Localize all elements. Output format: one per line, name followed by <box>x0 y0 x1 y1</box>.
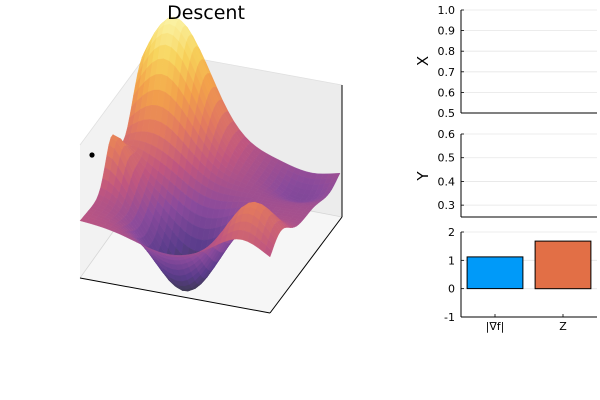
y-tick-label: 0.5 <box>438 107 456 120</box>
surface-patch <box>264 245 273 258</box>
y-plot-grid <box>461 133 597 206</box>
y-tick-label: 1.0 <box>438 4 456 17</box>
y-tick-label: 0.4 <box>438 175 456 188</box>
bar <box>534 240 592 290</box>
x-plot-ticks: 0.5 0.6 0.7 0.8 0.9 1.0 <box>438 4 464 120</box>
y-tick-label: 0.5 <box>438 152 456 165</box>
bar-plot-ticks: -1 0 1 2 <box>444 226 464 324</box>
y-plot-ticks: 0.3 0.4 0.5 0.6 <box>438 128 464 212</box>
y-tick-label: 0 <box>448 283 455 296</box>
y-tick-label: 0.7 <box>438 66 456 79</box>
x-plot-ylabel: X <box>414 56 432 66</box>
surface-plot: Descent <box>79 2 343 314</box>
y-tick-label: 0.6 <box>438 128 456 141</box>
y-plot-ylabel: Y <box>414 171 432 182</box>
surface-axis-front <box>79 277 271 314</box>
y-tick-label: -1 <box>444 311 455 324</box>
bar-plot-bars <box>466 240 592 290</box>
category-label: |∇f| <box>486 320 505 333</box>
y-tick-label: 0.3 <box>438 199 456 212</box>
y-tick-label: 0.6 <box>438 86 456 99</box>
y-plot: 0.3 0.4 0.5 0.6 Y <box>414 128 597 218</box>
surface-axis-side <box>269 216 343 314</box>
bar-plot-category-ticks: |∇f| Z <box>486 314 567 333</box>
y-tick-label: 2 <box>448 226 455 239</box>
x-plot-grid <box>461 9 597 114</box>
x-plot: 0.5 0.6 0.7 0.8 0.9 1.0 X <box>414 4 597 120</box>
bar-plot: -1 0 1 2 |∇f| Z <box>444 226 597 333</box>
surface-title: Descent <box>167 2 245 24</box>
surface-mesh <box>79 16 341 292</box>
y-tick-label: 0.9 <box>438 25 456 38</box>
y-tick-label: 0.8 <box>438 45 456 58</box>
bar <box>466 256 524 290</box>
y-tick-label: 1 <box>448 254 455 267</box>
descent-point <box>89 152 95 158</box>
category-label: Z <box>559 320 567 333</box>
